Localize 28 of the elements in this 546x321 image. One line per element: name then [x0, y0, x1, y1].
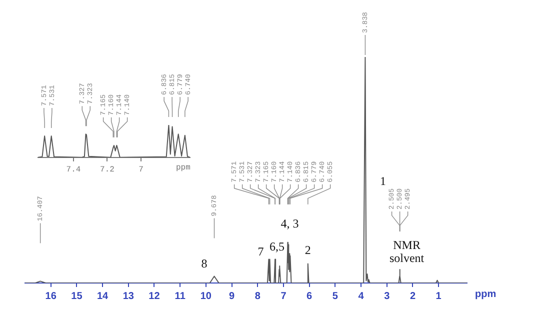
x-tick-label: 6	[306, 290, 313, 302]
annotation: 8	[201, 256, 208, 270]
annotation: 6,5	[270, 239, 285, 254]
x-tick-label: 7	[280, 290, 287, 302]
annotation: NMR solvent	[389, 238, 425, 266]
x-tick-label: 15	[71, 290, 83, 302]
annotation: 7	[258, 244, 264, 258]
x-tick-label: 13	[122, 290, 134, 302]
x-tick-label: 8	[254, 290, 261, 302]
x-tick-label: 11	[174, 290, 186, 302]
x-tick-label: 16	[45, 290, 57, 302]
x-tick-label: 14	[96, 290, 109, 302]
x-tick-label: 9	[229, 290, 235, 302]
x-tick-label: 5	[332, 290, 338, 302]
annotation: 2	[304, 242, 311, 257]
annotation: 1	[380, 174, 386, 188]
x-tick-label: 4	[358, 290, 364, 302]
x-tick-label: 10	[200, 290, 212, 302]
x-tick-label: 1	[436, 290, 442, 302]
x-tick-label: 3	[384, 290, 390, 302]
x-axis-title: ppm	[176, 164, 191, 173]
x-axis-title: ppm	[475, 288, 496, 300]
x-tick-label: 7.2	[100, 165, 115, 174]
annotation: 4, 3	[280, 216, 299, 230]
x-tick-label: 12	[148, 290, 160, 302]
x-tick-label: 2	[410, 290, 416, 302]
x-tick-label: 7.4	[66, 165, 81, 174]
x-tick-label: 7	[138, 165, 144, 174]
